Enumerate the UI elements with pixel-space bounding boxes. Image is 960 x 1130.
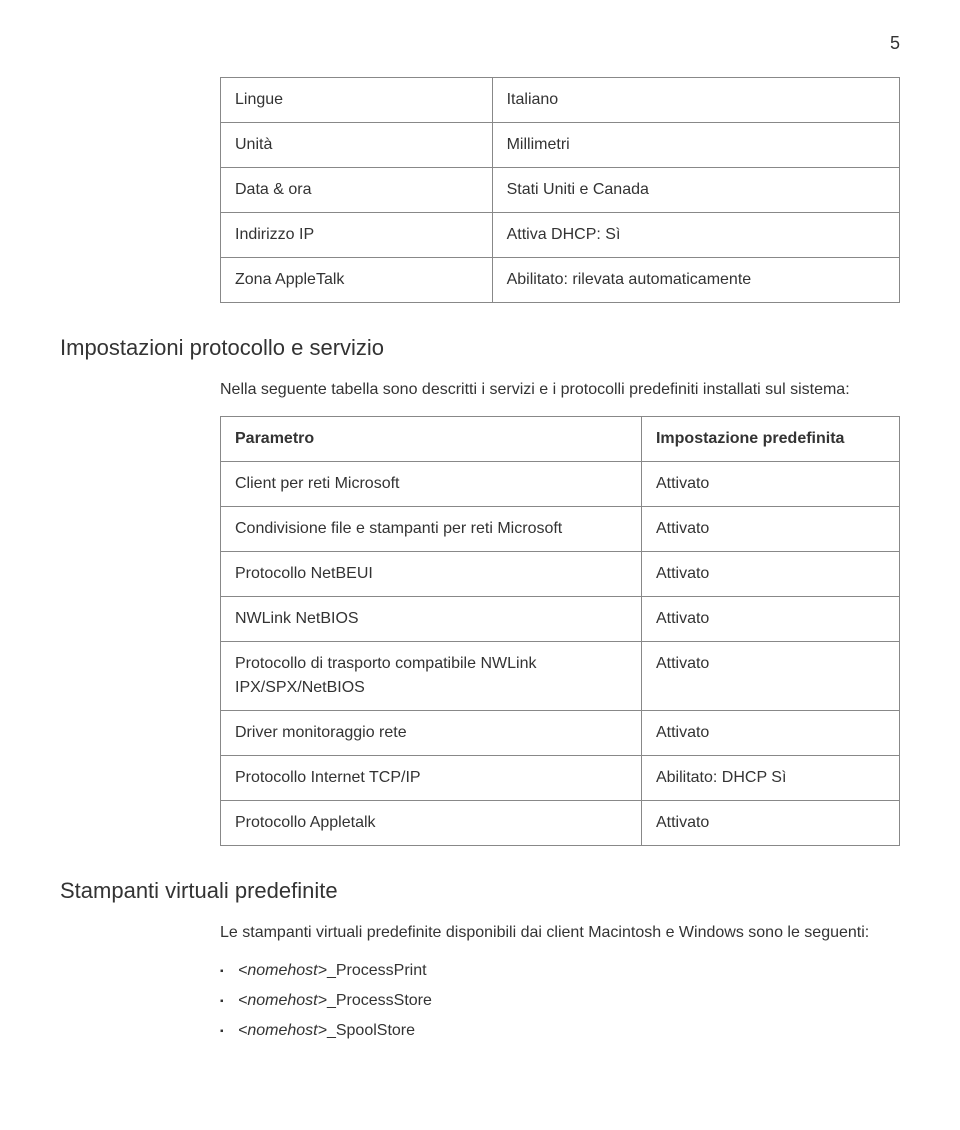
value-cell: Attivato: [641, 801, 899, 846]
param-cell: Driver monitoraggio rete: [221, 711, 642, 756]
param-cell: NWLink NetBIOS: [221, 597, 642, 642]
setting-value: Attiva DHCP: Sì: [492, 213, 899, 258]
printer-list: <nomehost>_ProcessPrint <nomehost>_Proce…: [220, 959, 900, 1043]
list-item: <nomehost>_ProcessStore: [220, 989, 900, 1013]
printer-suffix: _ProcessPrint: [327, 962, 427, 979]
value-cell: Attivato: [641, 597, 899, 642]
value-cell: Attivato: [641, 642, 899, 711]
page-number: 5: [60, 30, 900, 57]
section-intro-protocol: Nella seguente tabella sono descritti i …: [220, 378, 900, 402]
column-header-parameter: Parametro: [221, 417, 642, 462]
table-row: Zona AppleTalk Abilitato: rilevata autom…: [221, 258, 900, 303]
table-row: Protocollo Appletalk Attivato: [221, 801, 900, 846]
param-cell: Protocollo Internet TCP/IP: [221, 756, 642, 801]
printer-suffix: _SpoolStore: [327, 1022, 415, 1039]
table-row: Protocollo NetBEUI Attivato: [221, 552, 900, 597]
param-cell: Client per reti Microsoft: [221, 462, 642, 507]
value-cell: Attivato: [641, 711, 899, 756]
table-header-row: Parametro Impostazione predefinita: [221, 417, 900, 462]
table-row: Indirizzo IP Attiva DHCP: Sì: [221, 213, 900, 258]
table-row: NWLink NetBIOS Attivato: [221, 597, 900, 642]
value-cell: Attivato: [641, 462, 899, 507]
value-cell: Attivato: [641, 552, 899, 597]
param-cell: Condivisione file e stampanti per reti M…: [221, 507, 642, 552]
column-header-default: Impostazione predefinita: [641, 417, 899, 462]
table-row: Client per reti Microsoft Attivato: [221, 462, 900, 507]
printer-suffix: _ProcessStore: [327, 992, 432, 1009]
hostname-placeholder: <nomehost>: [238, 1022, 327, 1039]
setting-label: Data & ora: [221, 168, 493, 213]
hostname-placeholder: <nomehost>: [238, 962, 327, 979]
setting-label: Indirizzo IP: [221, 213, 493, 258]
param-cell: Protocollo NetBEUI: [221, 552, 642, 597]
value-cell: Abilitato: DHCP Sì: [641, 756, 899, 801]
param-cell: Protocollo Appletalk: [221, 801, 642, 846]
table-row: Condivisione file e stampanti per reti M…: [221, 507, 900, 552]
hostname-placeholder: <nomehost>: [238, 992, 327, 1009]
setting-value: Italiano: [492, 78, 899, 123]
setting-value: Abilitato: rilevata automaticamente: [492, 258, 899, 303]
list-item: <nomehost>_SpoolStore: [220, 1019, 900, 1043]
section-heading-protocol: Impostazioni protocollo e servizio: [60, 331, 900, 364]
table-row: Unità Millimetri: [221, 123, 900, 168]
table-row: Protocollo di trasporto compatibile NWLi…: [221, 642, 900, 711]
setting-label: Unità: [221, 123, 493, 168]
table-row: Protocollo Internet TCP/IP Abilitato: DH…: [221, 756, 900, 801]
setting-label: Lingue: [221, 78, 493, 123]
param-cell: Protocollo di trasporto compatibile NWLi…: [221, 642, 642, 711]
table-row: Driver monitoraggio rete Attivato: [221, 711, 900, 756]
list-item: <nomehost>_ProcessPrint: [220, 959, 900, 983]
settings-table-1: Lingue Italiano Unità Millimetri Data & …: [220, 77, 900, 303]
protocol-table: Parametro Impostazione predefinita Clien…: [220, 416, 900, 846]
setting-value: Stati Uniti e Canada: [492, 168, 899, 213]
value-cell: Attivato: [641, 507, 899, 552]
setting-value: Millimetri: [492, 123, 899, 168]
table-row: Data & ora Stati Uniti e Canada: [221, 168, 900, 213]
section-intro-printers: Le stampanti virtuali predefinite dispon…: [220, 921, 900, 945]
setting-label: Zona AppleTalk: [221, 258, 493, 303]
table-row: Lingue Italiano: [221, 78, 900, 123]
section-heading-printers: Stampanti virtuali predefinite: [60, 874, 900, 907]
